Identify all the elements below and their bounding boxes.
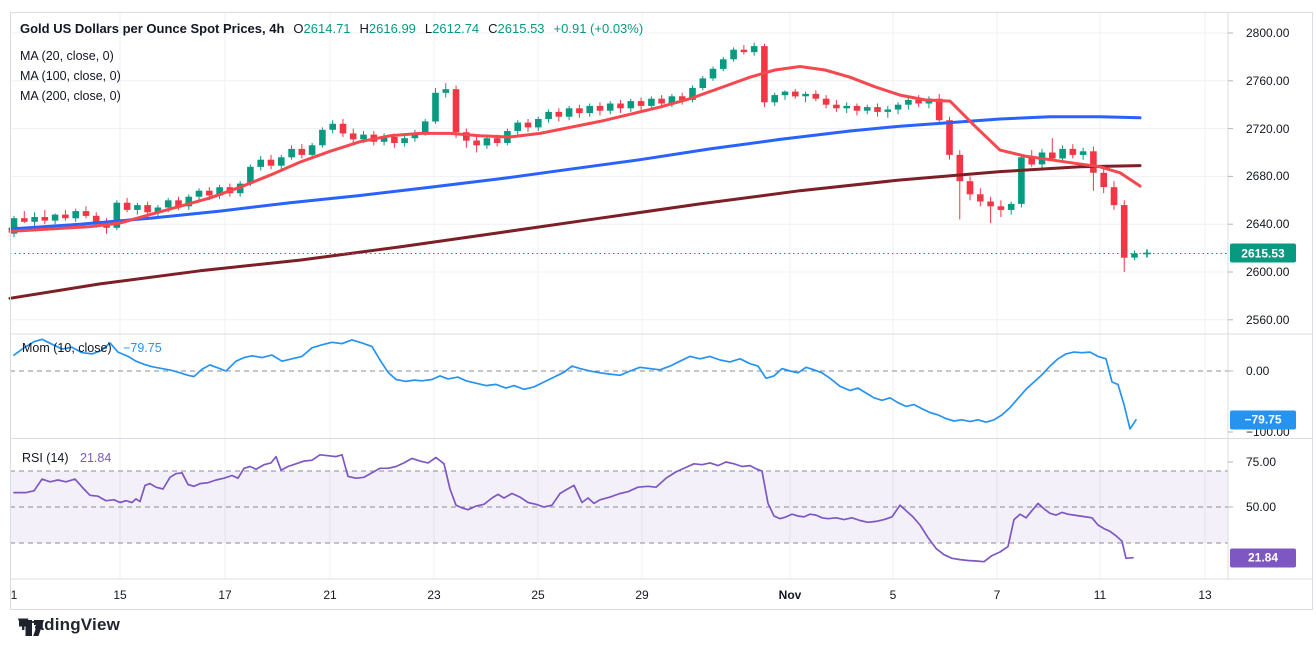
price-axis-label: 2800.00: [1246, 26, 1290, 40]
price-axis-label: 75.00: [1246, 455, 1277, 469]
price-axis-label: 0.00: [1246, 364, 1270, 378]
time-axis-label: 25: [531, 588, 545, 602]
tradingview-watermark[interactable]: TradingView: [18, 615, 121, 636]
time-axis-label: 17: [218, 588, 232, 602]
time-axis-label: 1: [10, 588, 18, 602]
time-axis-label: 15: [113, 588, 127, 602]
price-axis-label: 2600.00: [1246, 265, 1290, 279]
price-axis-label: 2680.00: [1246, 169, 1290, 184]
price-axis-label: 2720.00: [1246, 121, 1290, 136]
change-value: +0.91 (+0.03%): [553, 21, 644, 36]
indicator-legend-ma200[interactable]: MA (200, close, 0): [20, 89, 121, 103]
current-price-badge: 2615.53: [1230, 243, 1296, 263]
symbol-title: Gold US Dollars per Ounce Spot Prices, 4…: [20, 21, 285, 36]
time-axis-label: Nov: [778, 588, 802, 602]
ohlc-key: H: [359, 21, 369, 36]
rsi-value: 21.84: [80, 451, 112, 465]
time-axis-label: 21: [323, 588, 337, 602]
rsi-legend-row[interactable]: RSI (14) 21.84: [22, 451, 111, 465]
tradingview-watermark-text: TradingView: [18, 615, 121, 634]
price-axis-label: 2560.00: [1246, 312, 1290, 327]
ohlc-key: C: [488, 21, 498, 36]
time-axis-label: 23: [427, 588, 441, 602]
ohlc-key: O: [293, 21, 304, 36]
price-axis-label: 50.00: [1246, 500, 1277, 514]
price-axis-label: 2640.00: [1246, 217, 1290, 232]
rsi-badge: 21.84: [1230, 548, 1296, 568]
ohlc-key: L: [424, 21, 433, 36]
time-axis-label: 7: [993, 588, 1001, 602]
indicator-legend-ma20[interactable]: MA (20, close, 0): [20, 49, 114, 63]
ohlc-values: O2614.71 H2616.99 L2612.74 C2615.53: [284, 21, 544, 36]
time-axis-label: 13: [1198, 588, 1212, 602]
symbol-legend-row[interactable]: Gold US Dollars per Ounce Spot Prices, 4…: [20, 21, 643, 36]
ohlc-value: 2616.99: [368, 21, 416, 36]
rsi-label: RSI (14): [22, 451, 69, 465]
price-axis-label: 2760.00: [1246, 73, 1290, 88]
momentum-badge: −79.75: [1230, 410, 1296, 430]
time-axis-label: 29: [635, 588, 649, 602]
ohlc-value: 2615.53: [497, 21, 545, 36]
time-axis-label: 5: [889, 588, 897, 602]
ohlc-value: 2612.74: [432, 21, 480, 36]
momentum-label: Mom (10, close): [22, 341, 112, 355]
indicator-legend-ma100[interactable]: MA (100, close, 0): [20, 69, 121, 83]
tradingview-logo-icon: [19, 620, 44, 636]
momentum-value: −79.75: [123, 341, 162, 355]
time-axis-label: 11: [1093, 588, 1107, 602]
ohlc-value: 2614.71: [303, 21, 351, 36]
momentum-legend-row[interactable]: Mom (10, close) −79.75: [22, 341, 162, 355]
